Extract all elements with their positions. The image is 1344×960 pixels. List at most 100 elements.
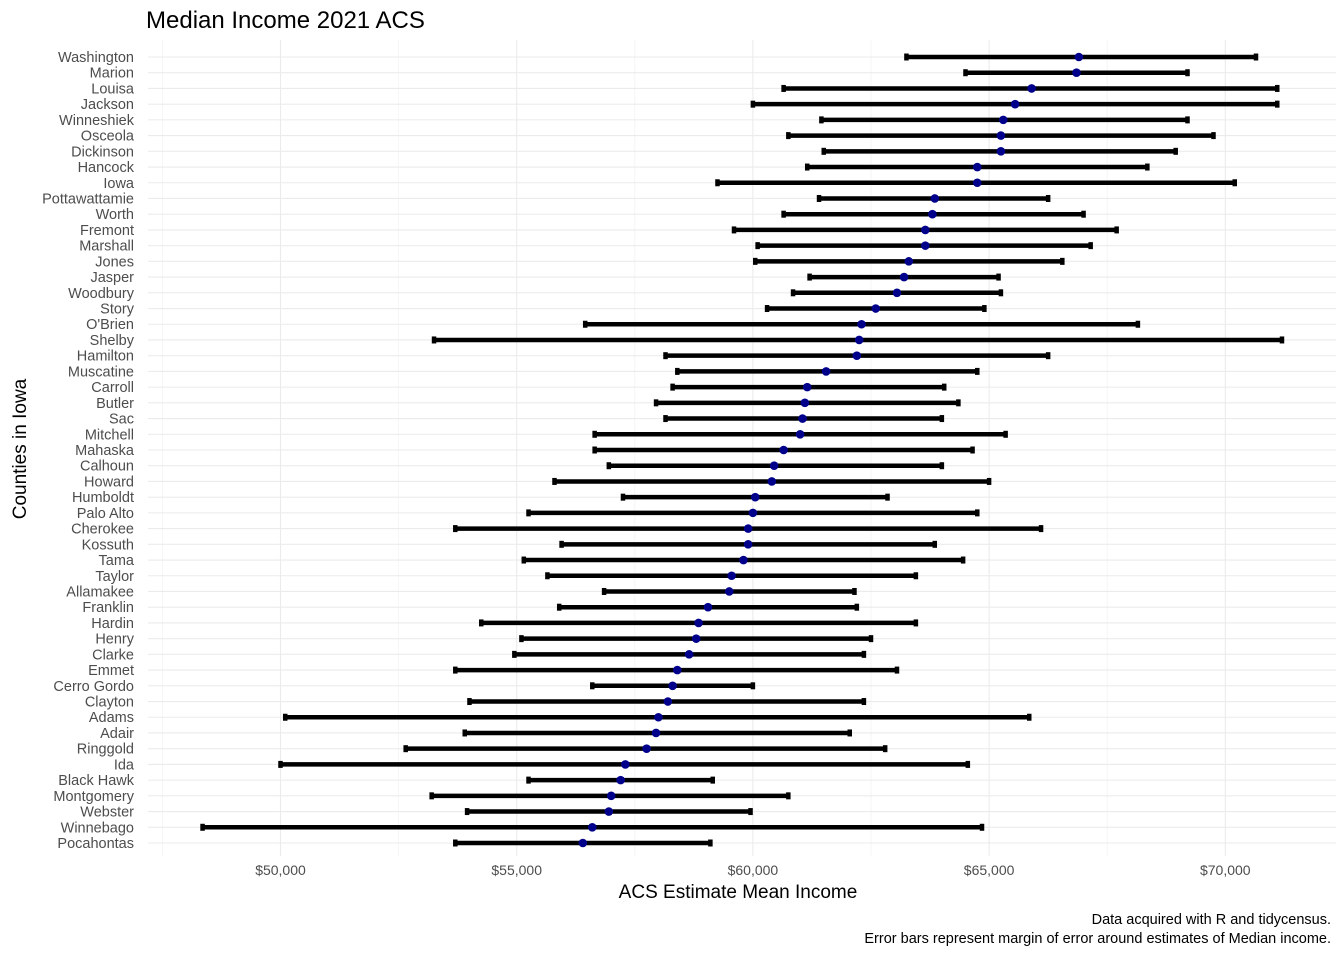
estimate-point	[663, 697, 673, 706]
y-tick-label: Fremont	[80, 223, 134, 239]
estimate-point	[921, 225, 930, 235]
estimate-point	[921, 241, 930, 250]
y-tick-label: Jasper	[90, 270, 134, 286]
estimate-points	[578, 52, 1084, 848]
estimate-point	[821, 367, 831, 376]
y-tick-label: Howard	[84, 474, 134, 490]
estimate-point	[621, 760, 630, 769]
estimate-point	[727, 571, 736, 581]
estimate-point	[750, 492, 760, 502]
y-tick-label: Montgomery	[53, 789, 134, 805]
estimate-point	[703, 602, 713, 612]
estimate-point	[684, 650, 694, 659]
caption-line-1: Data acquired with R and tidycensus.	[1091, 912, 1331, 928]
y-tick-label: Washington	[58, 50, 134, 66]
estimate-point	[691, 634, 701, 643]
y-tick-label: Cerro Gordo	[53, 679, 134, 695]
y-tick-label: Palo Alto	[77, 506, 134, 522]
y-tick-label: Worth	[96, 207, 134, 223]
estimate-point	[743, 524, 753, 533]
y-tick-labels: WashingtonMarionLouisaJacksonWinneshiekO…	[42, 50, 135, 852]
estimate-point	[743, 540, 753, 549]
y-tick-label: Franklin	[82, 600, 134, 616]
estimate-point	[854, 335, 864, 345]
estimate-point	[998, 115, 1008, 125]
estimate-point	[767, 477, 777, 486]
estimate-point	[694, 618, 703, 628]
estimate-point	[739, 555, 748, 565]
y-tick-label: Hardin	[91, 616, 134, 632]
estimate-point	[1010, 99, 1020, 109]
x-tick-label: $70,000	[1200, 862, 1251, 878]
y-tick-label: Tama	[99, 553, 135, 569]
y-tick-label: Woodbury	[68, 286, 135, 302]
estimate-point	[587, 822, 597, 832]
estimate-point	[904, 257, 914, 266]
y-tick-label: Osceola	[81, 129, 135, 145]
estimate-point	[892, 288, 902, 298]
y-tick-label: Pocahontas	[57, 836, 134, 852]
chart-title: Median Income 2021 ACS	[146, 7, 425, 34]
y-tick-label: Mitchell	[85, 427, 134, 443]
y-tick-label: Winneshiek	[59, 113, 135, 129]
x-tick-label: $55,000	[491, 862, 542, 878]
y-tick-label: Sac	[109, 412, 134, 428]
y-tick-label: Jackson	[81, 97, 134, 113]
estimate-point	[802, 382, 812, 392]
y-tick-label: Humboldt	[72, 490, 134, 506]
y-tick-label: Dickinson	[71, 144, 134, 160]
x-tick-label: $65,000	[964, 862, 1015, 878]
estimate-point	[578, 838, 588, 848]
estimate-point	[800, 398, 810, 408]
x-axis-title: ACS Estimate Mean Income	[618, 882, 858, 903]
estimate-point	[1074, 52, 1084, 62]
y-tick-label: Louisa	[91, 81, 135, 97]
estimate-point	[779, 445, 788, 455]
estimate-point	[642, 744, 651, 753]
estimate-point	[928, 209, 937, 219]
estimate-point	[899, 272, 909, 282]
estimate-point	[972, 162, 982, 172]
caption-line-2: Error bars represent margin of error aro…	[864, 931, 1331, 947]
y-tick-label: Winnebago	[61, 820, 134, 836]
y-tick-label: Clayton	[85, 695, 134, 711]
estimate-point	[930, 194, 940, 203]
y-tick-label: Shelby	[90, 333, 135, 349]
y-tick-label: Clarke	[92, 647, 134, 663]
estimate-point	[857, 319, 866, 329]
y-tick-label: Iowa	[103, 176, 135, 192]
estimate-point	[798, 414, 807, 423]
estimate-point	[668, 681, 677, 691]
y-tick-label: Jones	[95, 254, 134, 270]
estimate-point	[724, 587, 734, 596]
estimate-point	[748, 508, 758, 518]
y-tick-label: Pottawattamie	[42, 191, 134, 207]
y-axis-title: Counties in Iowa	[10, 378, 31, 520]
y-tick-label: Hancock	[78, 160, 135, 176]
y-tick-label: Mahaska	[75, 443, 135, 459]
y-tick-label: Calhoun	[80, 459, 134, 475]
estimate-point	[616, 775, 625, 785]
estimate-point	[996, 147, 1006, 156]
y-tick-label: Marion	[90, 66, 134, 82]
y-tick-label: Adams	[89, 710, 134, 726]
estimate-point	[654, 712, 663, 722]
estimate-point	[606, 791, 616, 801]
x-tick-label: $60,000	[728, 862, 779, 878]
y-tick-label: Ida	[114, 757, 135, 773]
estimate-point	[972, 178, 982, 188]
estimate-point	[996, 131, 1006, 140]
y-tick-label: Webster	[80, 805, 134, 821]
estimate-point	[1072, 68, 1081, 78]
y-tick-label: Black Hawk	[58, 773, 134, 789]
estimate-point	[852, 351, 862, 360]
estimate-point	[871, 304, 881, 313]
y-tick-label: Kossuth	[82, 537, 134, 553]
y-tick-label: Allamakee	[66, 584, 134, 600]
estimate-point	[795, 429, 805, 439]
y-tick-label: Emmet	[88, 663, 134, 679]
y-tick-label: Carroll	[91, 380, 134, 396]
y-tick-label: Marshall	[79, 239, 134, 255]
estimate-point	[651, 728, 661, 738]
